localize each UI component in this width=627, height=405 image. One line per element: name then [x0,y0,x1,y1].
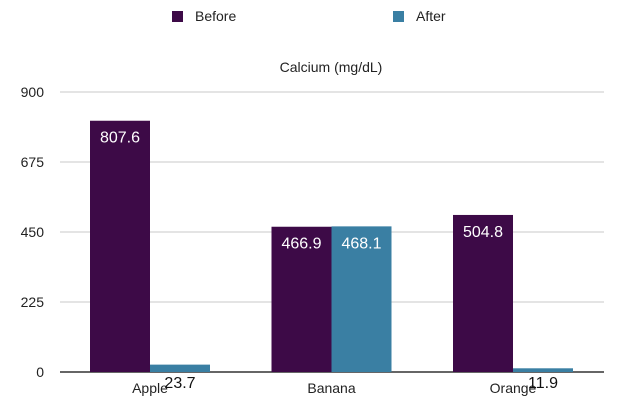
x-axis: Apple Banana Orange [132,380,536,396]
bar-orange-after [513,368,573,372]
data-label-apple-before: 807.6 [100,130,140,147]
legend-swatch-before [172,11,183,22]
y-tick-label: 0 [36,364,44,380]
bar-orange-before [453,214,513,372]
y-tick-label: 225 [21,294,45,310]
chart-title: Calcium (mg/dL) [280,59,383,75]
y-tick-label: 675 [21,154,45,170]
y-tick-label: 900 [21,84,45,100]
data-label-banana-after: 468.1 [341,235,381,252]
bar-apple-after [150,364,210,372]
legend-swatch-after [393,11,404,22]
bar-apple-before [90,120,150,372]
y-axis: 0 225 450 675 900 [21,84,45,380]
y-tick-label: 450 [21,224,45,240]
data-label-apple-after: 23.7 [164,375,195,392]
data-label-orange-before: 504.8 [463,224,503,241]
bar-banana-before [271,226,332,372]
data-label-orange-after: 11.9 [528,375,558,392]
data-labels: 807.6 23.7 466.9 468.1 504.8 11.9 [100,130,558,392]
legend-label-after: After [416,8,446,24]
legend-label-before: Before [195,8,236,24]
bars [90,120,573,372]
legend: Before After [172,8,446,24]
x-tick-label-banana: Banana [307,380,355,396]
x-tick-label-orange: Orange [490,380,537,396]
x-tick-label-apple: Apple [132,380,168,396]
bar-banana-after [331,226,392,372]
data-label-banana-before: 466.9 [281,236,321,253]
